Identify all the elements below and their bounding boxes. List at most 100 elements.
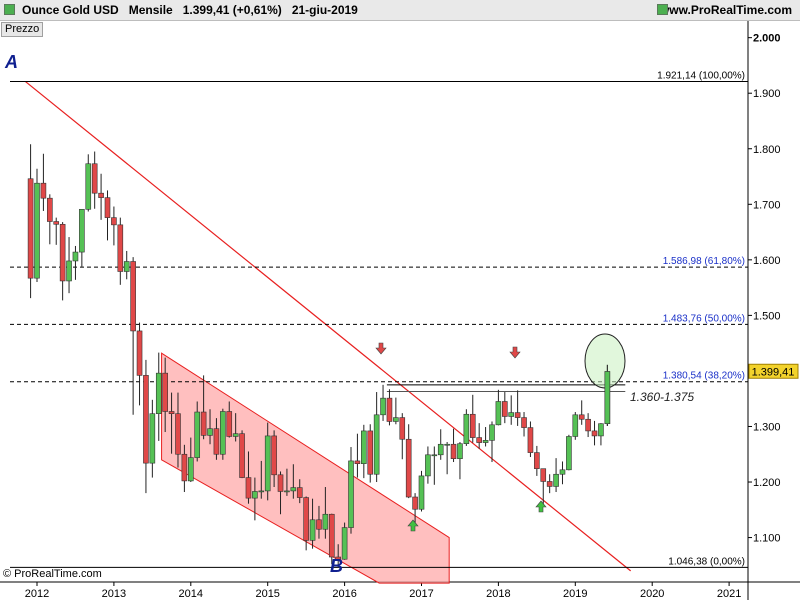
- candle-body: [502, 401, 508, 417]
- candle-body: [200, 411, 207, 436]
- x-tick-label: 2018: [486, 588, 510, 600]
- candle-body: [277, 474, 284, 492]
- annotation-a: A: [4, 52, 18, 72]
- candle-body: [361, 430, 367, 464]
- x-tick-label: 2013: [102, 588, 126, 600]
- candle-body: [437, 443, 444, 456]
- fib-level-label: 1.380,54 (38,20%): [663, 371, 745, 382]
- candle-body: [322, 513, 329, 530]
- candle-body: [245, 477, 252, 499]
- price-panel-tag[interactable]: Prezzo: [1, 22, 44, 37]
- candle-body: [284, 490, 290, 493]
- y-tick-label: 1.500: [753, 310, 781, 322]
- candle-body: [226, 411, 233, 437]
- candle-body: [252, 491, 258, 499]
- candle-body: [604, 371, 611, 424]
- candle-body: [373, 414, 380, 475]
- fib-level-label: 1.921,14 (100,00%): [657, 70, 745, 81]
- y-tick-label: 1.800: [753, 144, 781, 156]
- candle-body: [508, 412, 515, 417]
- candle-body: [540, 468, 547, 482]
- candle-body: [316, 519, 322, 530]
- candle-body: [117, 224, 124, 272]
- candle-body: [591, 430, 598, 437]
- candle-body: [149, 413, 156, 464]
- instrument-name: Ounce Gold USD: [22, 3, 119, 17]
- candle-body: [457, 443, 463, 459]
- candle-body: [393, 417, 399, 422]
- candle-body: [412, 496, 418, 510]
- candle-body: [495, 401, 502, 426]
- candle-body: [98, 192, 104, 198]
- candle-body: [598, 423, 604, 437]
- candle-body: [348, 460, 354, 528]
- up-arrow-icon: [407, 519, 419, 532]
- candle-body: [527, 427, 534, 453]
- quote-date: 21-giu-2019: [291, 3, 358, 17]
- candle-body: [335, 556, 341, 560]
- x-tick-label: 2020: [640, 588, 664, 600]
- candle-body: [258, 490, 265, 493]
- candle-body: [534, 452, 540, 469]
- x-tick-label: 2016: [332, 588, 356, 600]
- up-arrow-icon: [535, 500, 547, 513]
- y-tick-label: 1.100: [753, 533, 781, 545]
- candle-body: [66, 260, 72, 282]
- candle-body: [425, 454, 431, 477]
- candle-body: [566, 436, 572, 471]
- down-arrow-icon: [509, 346, 521, 359]
- candle-body: [296, 487, 303, 498]
- y-tick-label: 2.000: [753, 33, 781, 45]
- candle-body: [418, 475, 425, 510]
- site-url[interactable]: www.ProRealTime.com: [659, 3, 792, 17]
- candle-body: [578, 414, 585, 420]
- candle-body: [482, 440, 489, 443]
- candle-body: [155, 372, 162, 414]
- candle-body: [136, 330, 143, 376]
- candle-body: [444, 443, 450, 446]
- candle-body: [521, 417, 527, 428]
- candle-body: [489, 424, 495, 441]
- candle-body: [559, 469, 566, 475]
- current-price-label: 1.399,41: [752, 366, 795, 378]
- x-tick-label: 2012: [25, 588, 49, 600]
- candle-body: [303, 497, 309, 541]
- y-tick-label: 1.700: [753, 199, 781, 211]
- candle-body: [34, 182, 40, 279]
- candle-body: [290, 487, 297, 492]
- long-term-trendline: [25, 81, 632, 572]
- candle-body: [546, 481, 553, 487]
- candle-body: [264, 435, 271, 492]
- candle-body: [85, 163, 92, 210]
- candle-body: [450, 443, 457, 459]
- candle-body: [431, 454, 438, 457]
- current-price-tag: [748, 363, 799, 379]
- x-tick-label: 2014: [179, 588, 203, 600]
- x-tick-label: 2017: [409, 588, 433, 600]
- fib-level-label: 1.483,76 (50,00%): [663, 313, 745, 324]
- quote-value: 1.399,41 (+0,61%): [182, 3, 282, 17]
- candle-body: [91, 163, 98, 194]
- x-tick-label: 2019: [563, 588, 587, 600]
- descending-channel: [161, 352, 450, 584]
- candle-body: [572, 414, 579, 437]
- candle-body: [239, 433, 245, 478]
- candle-body: [188, 457, 194, 482]
- candle-body: [130, 261, 136, 332]
- candle-body: [220, 411, 226, 455]
- candle-body: [59, 223, 66, 282]
- candle-body: [232, 433, 239, 437]
- candle-body: [405, 438, 412, 498]
- x-tick-label: 2015: [255, 588, 279, 600]
- header-title: Ounce Gold USD Mensile 1.399,41 (+0,61%)…: [22, 3, 358, 17]
- candle-body: [181, 453, 188, 482]
- candle-body: [213, 428, 220, 455]
- chart-color-icon[interactable]: [4, 4, 15, 15]
- y-tick-label: 1.300: [753, 421, 781, 433]
- candle-body: [207, 428, 213, 436]
- candle-body: [328, 513, 335, 558]
- chart-settings-icon[interactable]: [657, 4, 668, 15]
- candle-body: [47, 197, 53, 222]
- candle-body: [309, 519, 316, 541]
